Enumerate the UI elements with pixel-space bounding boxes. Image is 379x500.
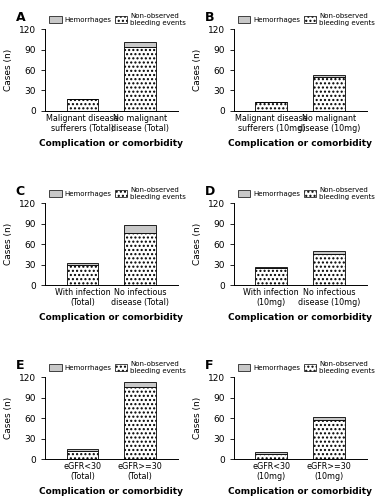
- Bar: [255, 266, 287, 268]
- X-axis label: Complication or comorbidity: Complication or comorbidity: [228, 313, 372, 322]
- Legend: Hemorrhages, Non-observed
bleeding events: Hemorrhages, Non-observed bleeding event…: [237, 12, 376, 26]
- Legend: Hemorrhages, Non-observed
bleeding events: Hemorrhages, Non-observed bleeding event…: [49, 12, 186, 26]
- Bar: [313, 420, 345, 459]
- Bar: [124, 48, 156, 111]
- Y-axis label: Cases (n): Cases (n): [193, 49, 202, 91]
- Text: B: B: [204, 11, 214, 24]
- Bar: [313, 254, 345, 285]
- Legend: Hemorrhages, Non-observed
bleeding events: Hemorrhages, Non-observed bleeding event…: [237, 360, 376, 374]
- Bar: [255, 452, 287, 454]
- Bar: [124, 388, 156, 459]
- Bar: [67, 451, 98, 459]
- Bar: [255, 102, 287, 111]
- Legend: Hemorrhages, Non-observed
bleeding events: Hemorrhages, Non-observed bleeding event…: [49, 186, 186, 200]
- Bar: [313, 417, 345, 420]
- Text: D: D: [204, 185, 215, 198]
- Bar: [124, 233, 156, 285]
- Text: E: E: [16, 359, 24, 372]
- X-axis label: Complication or comorbidity: Complication or comorbidity: [39, 487, 183, 496]
- Bar: [67, 449, 98, 451]
- Bar: [124, 225, 156, 233]
- Bar: [124, 382, 156, 388]
- X-axis label: Complication or comorbidity: Complication or comorbidity: [39, 138, 183, 147]
- Y-axis label: Cases (n): Cases (n): [4, 223, 13, 265]
- Bar: [255, 268, 287, 285]
- Bar: [255, 454, 287, 459]
- Bar: [313, 251, 345, 254]
- X-axis label: Complication or comorbidity: Complication or comorbidity: [39, 313, 183, 322]
- Legend: Hemorrhages, Non-observed
bleeding events: Hemorrhages, Non-observed bleeding event…: [237, 186, 376, 200]
- Bar: [67, 263, 98, 265]
- Bar: [67, 265, 98, 285]
- Bar: [67, 98, 98, 111]
- Y-axis label: Cases (n): Cases (n): [4, 397, 13, 440]
- Bar: [124, 42, 156, 48]
- Text: C: C: [16, 185, 25, 198]
- Y-axis label: Cases (n): Cases (n): [4, 49, 13, 91]
- Y-axis label: Cases (n): Cases (n): [193, 223, 202, 265]
- Legend: Hemorrhages, Non-observed
bleeding events: Hemorrhages, Non-observed bleeding event…: [49, 360, 186, 374]
- X-axis label: Complication or comorbidity: Complication or comorbidity: [228, 487, 372, 496]
- X-axis label: Complication or comorbidity: Complication or comorbidity: [228, 138, 372, 147]
- Y-axis label: Cases (n): Cases (n): [193, 397, 202, 440]
- Text: A: A: [16, 11, 25, 24]
- Text: F: F: [204, 359, 213, 372]
- Bar: [313, 75, 345, 77]
- Bar: [313, 77, 345, 111]
